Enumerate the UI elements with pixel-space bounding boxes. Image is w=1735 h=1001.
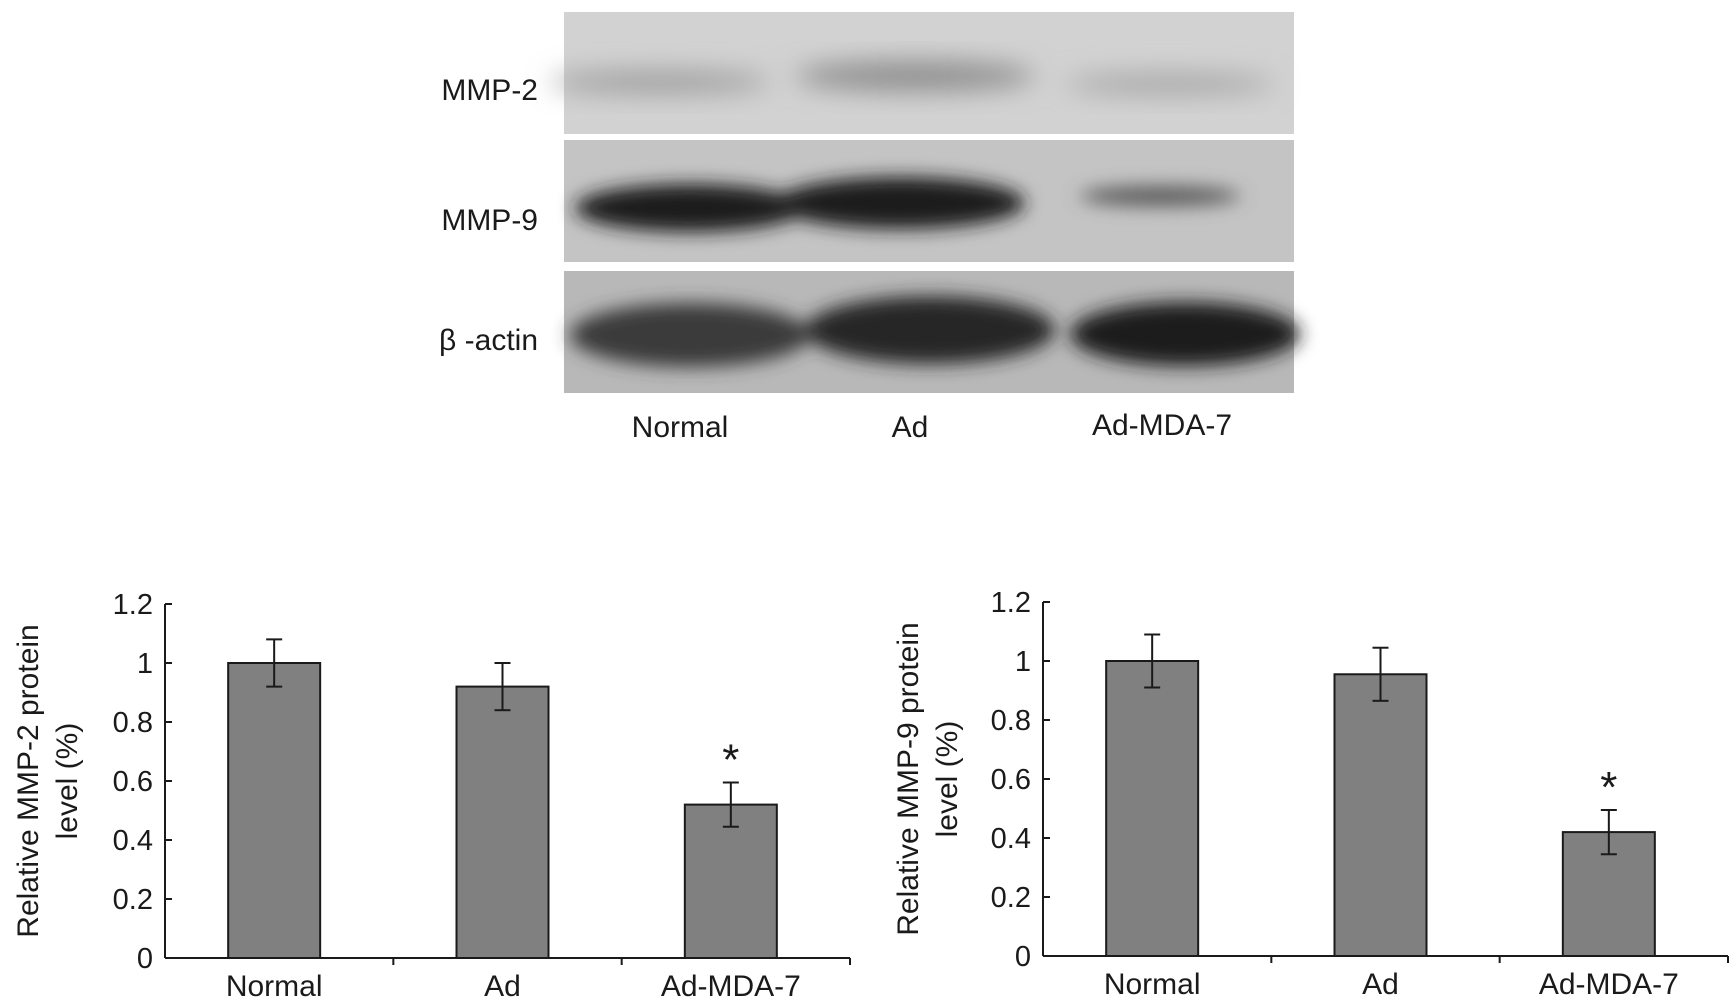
blot-row-label-mmp9: MMP-9 xyxy=(441,204,538,237)
bar xyxy=(683,803,778,959)
y-axis-label-line1: Relative MMP-9 protein xyxy=(892,622,925,935)
mmp9-bar-chart: 0 0.2 0.4 0.6 0.8 1 1.2 Normal Ad Ad-MDA-7 * Relati… xyxy=(892,587,1729,1001)
blot-row-label-mmp2: MMP-2 xyxy=(441,74,538,107)
y-tick-label: 0.4 xyxy=(991,823,1031,855)
x-tick-label: Normal xyxy=(226,970,323,1001)
mmp2-bar-chart: 0 0.2 0.4 0.6 0.8 1 1.2 Normal Ad Ad-MDA-7 * Relati… xyxy=(12,589,851,1001)
y-tick-label: 0 xyxy=(137,943,153,975)
blot-lane-label-ad: Ad xyxy=(892,411,929,444)
x-tick-label: Ad xyxy=(484,970,521,1001)
blot-row-label-beta-actin: β -actin xyxy=(439,324,538,357)
x-tick-label: Ad xyxy=(1362,968,1399,1001)
y-tick-label: 1.2 xyxy=(991,587,1031,619)
blot-strip-mmp2 xyxy=(550,12,1294,134)
blot-lane-label-ad-mda7: Ad-MDA-7 xyxy=(1092,409,1232,442)
y-tick-label: 0.8 xyxy=(991,705,1031,737)
bar xyxy=(1333,673,1428,958)
blot-lane-label-normal: Normal xyxy=(632,411,729,444)
y-tick-label: 0.2 xyxy=(113,884,153,916)
y-tick-label: 0.4 xyxy=(113,825,153,857)
western-blot: MMP-2 MMP-9 β -actin Normal Ad Ad-MDA-7 xyxy=(439,12,1300,444)
significance-marker: * xyxy=(722,735,739,784)
y-tick-label: 0.6 xyxy=(991,764,1031,796)
y-tick-label: 0 xyxy=(1015,941,1031,973)
x-tick-label: Normal xyxy=(1104,968,1201,1001)
y-axis-label-line2: level (%) xyxy=(931,721,964,838)
y-axis-label-line2: level (%) xyxy=(51,723,84,840)
y-tick-label: 1 xyxy=(1015,646,1031,678)
blot-strip-beta-actin xyxy=(564,271,1300,393)
bar xyxy=(1105,660,1200,957)
y-axis-label-line1: Relative MMP-2 protein xyxy=(12,624,45,937)
y-tick-label: 1 xyxy=(137,648,153,680)
bar xyxy=(455,685,550,959)
bar xyxy=(227,662,322,959)
y-tick-label: 0.8 xyxy=(113,707,153,739)
y-tick-label: 0.6 xyxy=(113,766,153,798)
y-tick-label: 0.2 xyxy=(991,882,1031,914)
x-tick-label: Ad-MDA-7 xyxy=(1539,968,1679,1001)
y-tick-label: 1.2 xyxy=(113,589,153,621)
blot-strip-mmp9 xyxy=(564,140,1294,262)
x-tick-label: Ad-MDA-7 xyxy=(661,970,801,1001)
significance-marker: * xyxy=(1600,763,1617,812)
